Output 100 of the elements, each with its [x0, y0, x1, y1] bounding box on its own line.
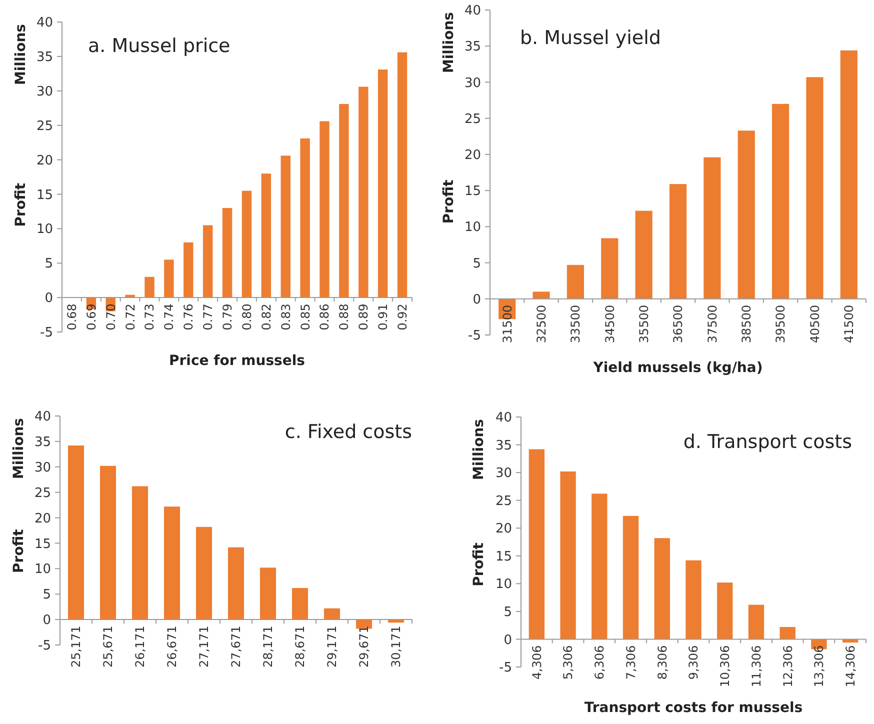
y-tick-label: 35: [495, 438, 512, 454]
y-tick-label: 40: [34, 410, 51, 425]
bar: [320, 121, 330, 298]
bar: [622, 516, 639, 640]
x-tick-label: 36500: [671, 304, 686, 344]
y-tick-label: 20: [495, 522, 512, 537]
x-tick-label: 29,171: [325, 626, 340, 668]
x-tick-label: 0.73: [142, 304, 157, 330]
x-tick-label: 26,671: [165, 626, 180, 668]
x-tick-label: 0.85: [298, 304, 312, 330]
x-tick-label: 0.92: [395, 304, 410, 330]
bar: [280, 156, 290, 298]
y-tick-label: 40: [36, 16, 53, 31]
x-tick-label: 37500: [705, 304, 720, 344]
text: Millions: [470, 419, 487, 480]
x-tick-label: 27,671: [229, 626, 244, 668]
x-tick-label: 10,306: [718, 645, 732, 688]
bar: [592, 494, 608, 640]
x-axis-title: Price for mussels: [169, 353, 305, 369]
bar: [635, 210, 652, 299]
text: b. Mussel yield: [520, 27, 661, 49]
bar: [601, 238, 618, 299]
chart-title: c. Fixed costs: [284, 421, 412, 443]
bar: [840, 50, 858, 299]
y-tick-label: 30: [36, 84, 53, 100]
y-tick-label: 35: [464, 40, 481, 55]
y-tick-label: -5: [38, 638, 51, 654]
bar: [100, 466, 116, 620]
y-axis-title: Profit: [470, 542, 487, 586]
y-tick-label: 10: [36, 222, 53, 238]
x-tick-label: 0.82: [259, 304, 274, 330]
y-tick-label: 20: [36, 153, 53, 168]
x-axis-title: Transport costs for mussels: [584, 700, 803, 716]
x-tick-label: 0.69: [84, 304, 98, 330]
bar: [532, 292, 550, 299]
x-tick-label: 0.83: [278, 304, 293, 330]
x-tick-label: 0.86: [318, 304, 332, 330]
x-tick-label: 40500: [808, 304, 822, 344]
x-tick-label: 11,306: [749, 645, 764, 688]
bar: [144, 276, 154, 298]
bar: [164, 506, 180, 620]
x-tick-label: 39500: [774, 304, 788, 344]
bar: [228, 547, 244, 620]
y-tick-label: 30: [34, 460, 51, 476]
x-tick-label: 9,306: [686, 645, 701, 680]
bar: [397, 52, 408, 298]
x-tick-label: 28,171: [261, 626, 276, 668]
y-tick-label: 0: [504, 632, 512, 648]
bar: [196, 526, 212, 620]
x-tick-label: 0.72: [123, 304, 138, 330]
bar: [222, 208, 232, 298]
y-tick-label: 15: [36, 188, 53, 203]
y-tick-label: 0: [44, 291, 53, 306]
text: Millions: [440, 12, 457, 74]
y-tick-label: 20: [464, 148, 481, 163]
y-tick-label: 5: [472, 256, 481, 272]
y-tick-label: 30: [464, 76, 481, 91]
y-tick-label: 25: [495, 494, 512, 509]
bar: [378, 70, 388, 298]
y-tick-label: 10: [464, 220, 481, 236]
x-tick-label: 8,306: [655, 645, 670, 680]
text: d. Transport costs: [683, 431, 852, 453]
bar: [654, 538, 670, 640]
x-tick-label: 26,171: [133, 626, 148, 668]
y-tick-label: 25: [36, 118, 53, 134]
x-tick-label: 30,171: [389, 626, 404, 668]
y-tick-label: 0: [42, 613, 51, 628]
y-tick-label: 35: [36, 50, 53, 65]
x-tick-label: 0.76: [182, 304, 196, 330]
bar: [704, 157, 721, 299]
y-tick-label: 25: [34, 486, 51, 501]
x-tick-label: 12,306: [780, 645, 795, 688]
y-tick-label: 5: [44, 256, 53, 272]
y-tick-label: 10: [34, 562, 51, 578]
y-tick-label: 40: [495, 410, 512, 426]
x-tick-label: 38500: [740, 304, 754, 344]
bar: [566, 264, 584, 299]
bar: [748, 604, 764, 640]
y-tick-label: -5: [499, 660, 512, 676]
y-tick-label: -5: [468, 328, 481, 344]
bar: [806, 77, 824, 299]
x-tick-label: 33500: [568, 304, 583, 344]
y-tick-label: 25: [464, 112, 481, 127]
bar: [260, 568, 276, 620]
bar: [738, 130, 755, 299]
y-tick-label: 20: [34, 511, 51, 526]
y-tick-label: 5: [504, 604, 512, 620]
y-tick-label: 0: [472, 292, 481, 308]
y-axis-title: Profit: [440, 179, 457, 224]
bar: [242, 190, 252, 298]
text: a. Mussel price: [88, 35, 230, 57]
bar: [780, 627, 796, 640]
x-tick-label: 7,306: [624, 645, 638, 680]
bar: [358, 86, 368, 298]
x-tick-label: 41500: [842, 304, 856, 344]
x-tick-label: 25,671: [101, 626, 116, 668]
bar: [68, 446, 84, 620]
bar: [772, 104, 790, 299]
bar: [686, 560, 702, 640]
x-tick-label: 5,306: [561, 645, 576, 680]
